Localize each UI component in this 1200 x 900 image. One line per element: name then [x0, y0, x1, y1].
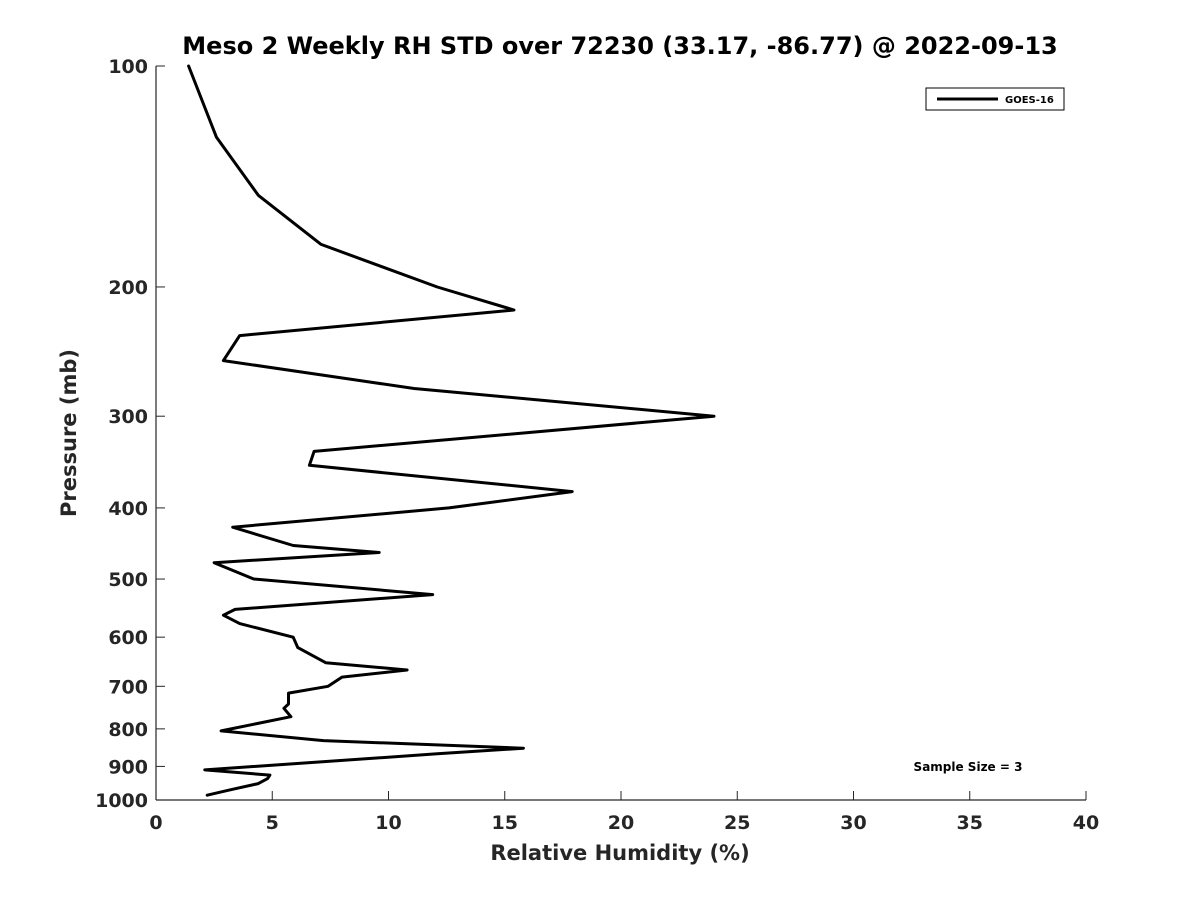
series-point [207, 795, 208, 796]
series-point [288, 704, 289, 705]
sample-size-annotation: Sample Size = 3 [914, 760, 1023, 774]
legend: GOES-16 [925, 87, 1065, 111]
series-point [239, 623, 240, 624]
series-point [297, 647, 298, 648]
series-point [258, 783, 259, 784]
series-point [714, 416, 715, 417]
y-tick-label: 100 [108, 56, 148, 78]
series-point [448, 507, 449, 508]
series-point [342, 677, 343, 678]
series-point [432, 594, 433, 595]
y-axis-label: Pressure (mb) [57, 349, 81, 517]
y-tick-label: 600 [108, 627, 148, 649]
series-point [214, 562, 215, 563]
y-tick-label: 700 [108, 676, 148, 698]
x-tick-label: 25 [724, 812, 750, 834]
x-tick-label: 40 [1073, 812, 1099, 834]
series-point [407, 670, 408, 671]
series-point [228, 790, 229, 791]
x-axis-ticks: 0 5 10 15 20 25 30 35 40 [149, 791, 1099, 834]
x-tick-label: 0 [149, 812, 162, 834]
series-point [267, 778, 268, 779]
series-point [223, 360, 224, 361]
y-tick-label: 1000 [95, 790, 148, 812]
chart-title: Meso 2 Weekly RH STD over 72230 (33.17, … [182, 32, 1057, 60]
series-point [216, 137, 217, 138]
series-goes-16 [187, 64, 716, 797]
series-point [309, 465, 310, 466]
series-point [293, 545, 294, 546]
series-point [253, 579, 254, 580]
series-point [437, 287, 438, 288]
series-point [288, 693, 289, 694]
series-point [293, 637, 294, 638]
series-point [239, 335, 240, 336]
y-axis-ticks: 100 200 300 400 500 600 700 800 900 1000 [95, 56, 165, 812]
series-point [223, 615, 224, 616]
y-tick-label: 500 [108, 569, 148, 591]
series-point [328, 686, 329, 687]
x-axis-label: Relative Humidity (%) [490, 841, 749, 865]
series-point [232, 527, 233, 528]
x-tick-label: 35 [957, 812, 983, 834]
series-point [323, 740, 324, 741]
series-point [325, 662, 326, 663]
series-point [514, 310, 515, 311]
series-point [283, 708, 284, 709]
series-point [290, 716, 291, 717]
series-point [235, 609, 236, 610]
y-tick-label: 300 [108, 406, 148, 428]
series-point [269, 775, 270, 776]
series-point [414, 388, 415, 389]
y-tick-label: 400 [108, 498, 148, 520]
series-point [204, 769, 205, 770]
series-point [437, 753, 438, 754]
series-layer [187, 64, 716, 797]
x-tick-label: 15 [492, 812, 518, 834]
x-tick-label: 5 [266, 812, 279, 834]
series-point [572, 491, 573, 492]
x-tick-label: 30 [840, 812, 866, 834]
series-point [314, 451, 315, 452]
series-point [379, 552, 380, 553]
y-tick-label: 900 [108, 756, 148, 778]
y-tick-label: 800 [108, 719, 148, 741]
series-point [321, 244, 322, 245]
series-point [188, 66, 189, 67]
x-tick-label: 20 [608, 812, 634, 834]
series-point [221, 730, 222, 731]
series-point [523, 748, 524, 749]
series-line [187, 64, 716, 797]
x-tick-label: 10 [375, 812, 401, 834]
legend-label-goes-16: GOES-16 [1005, 95, 1054, 106]
series-point [258, 195, 259, 196]
y-tick-label: 200 [108, 277, 148, 299]
